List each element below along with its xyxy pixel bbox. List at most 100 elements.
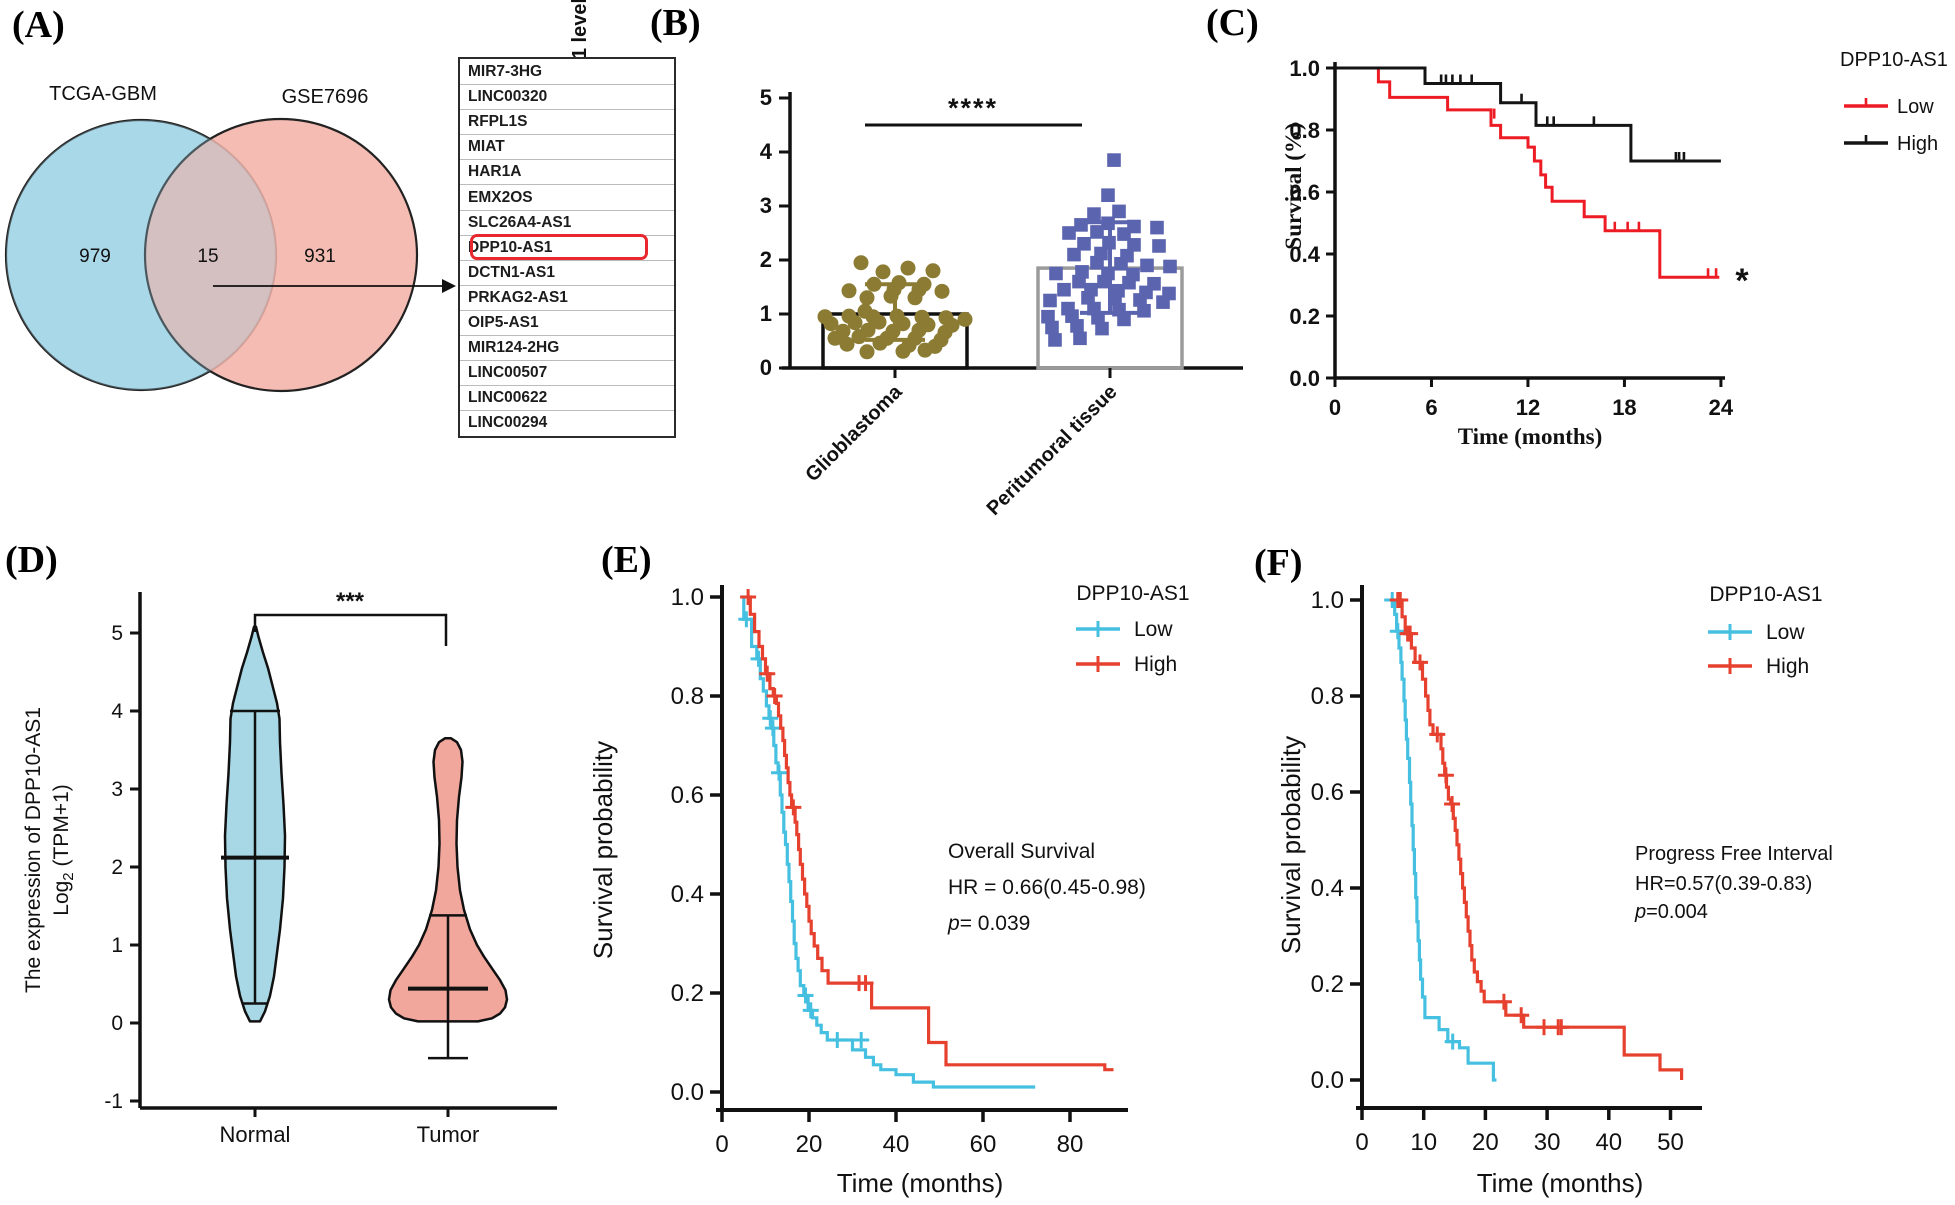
- panel-e-chart: 1.0 0.8 0.6 0.4 0.2 0.0 0 20 40 60 80 Time (months)…: [588, 582, 1190, 1198]
- km-curve-high: [746, 595, 1114, 1072]
- x-tick-label: 18: [1612, 395, 1636, 420]
- y-axis-title: Survival (%): [1281, 122, 1306, 249]
- x-tick-label: 30: [1534, 1129, 1561, 1156]
- gene-list-item: LINC00622: [460, 385, 674, 410]
- category-label: Tumor: [417, 1122, 480, 1147]
- y-tick-label: 1: [111, 934, 123, 957]
- rect-shape: [1127, 238, 1141, 252]
- violin-tumor: [387, 737, 509, 1023]
- y-tick-label: 2: [760, 247, 772, 272]
- rect-shape: [1150, 220, 1164, 235]
- y-tick-label: 0.2: [1311, 971, 1344, 998]
- panel-a-label: (A): [12, 4, 65, 46]
- circle-shape: [859, 290, 875, 306]
- venn-set2-label: GSE7696: [282, 86, 369, 108]
- x-tick-label: 40: [883, 1131, 910, 1158]
- annotation-line: HR=0.57(0.39-0.83): [1635, 873, 1812, 895]
- significance-bracket: [253, 613, 448, 646]
- circle-shape: [875, 264, 891, 280]
- legend-title: DPP10-AS1: [1709, 583, 1822, 606]
- category-label: Glioblastoma: [801, 380, 907, 486]
- y-tick-label: 0.8: [671, 683, 704, 710]
- y-tick-label: 0.8: [1289, 118, 1320, 143]
- panel-b-label: (B): [650, 2, 701, 44]
- legend-title: DPP10-AS1: [1840, 49, 1948, 71]
- rect-shape: [1075, 265, 1089, 279]
- venn-set1-label: TCGA-GBM: [49, 83, 157, 105]
- y-tick-label: 0.0: [1311, 1067, 1344, 1094]
- legend-label-low: Low: [1134, 618, 1173, 641]
- circle-shape: [857, 303, 873, 319]
- error-bar: [865, 282, 925, 342]
- x-tick-label: 20: [1472, 1129, 1499, 1156]
- legend-label-high: High: [1897, 133, 1938, 155]
- rect-shape: [1152, 239, 1166, 253]
- rect-shape: [1162, 286, 1176, 301]
- circle-shape: [957, 311, 973, 327]
- circle-shape: [853, 255, 869, 271]
- legend: DPP10-AS1 Low High: [1840, 49, 1948, 155]
- rect-shape: [1087, 207, 1101, 221]
- venn-set1-count: 979: [79, 246, 111, 267]
- x-axis-title: Time (months): [1477, 1168, 1644, 1198]
- y-tick-label: 0.6: [1311, 779, 1344, 806]
- y-tick-label: 2: [111, 856, 123, 879]
- rect-shape: [1061, 301, 1075, 316]
- censor-marks-low: [1492, 108, 1718, 279]
- x-tick-label: 0: [1329, 395, 1341, 420]
- significance-stars: ***: [336, 588, 365, 615]
- x-axis-title: Time (months): [837, 1168, 1004, 1198]
- venn-arrowhead: [442, 279, 456, 293]
- rect-shape: [1094, 246, 1108, 261]
- rect-shape: [1107, 153, 1121, 167]
- km-curve-low: [1335, 66, 1720, 279]
- gene-list-item: EMX2OS: [460, 184, 674, 209]
- km-curve-high: [1335, 66, 1721, 163]
- rect-shape: [1074, 218, 1088, 232]
- rect-shape: [1043, 293, 1057, 308]
- gene-list-item: SLC26A4-AS1: [460, 209, 674, 235]
- annotation-line: HR = 0.66(0.45-0.98): [948, 876, 1146, 899]
- rect-shape: [1057, 282, 1071, 297]
- gene-list-item: DCTN1-AS1: [460, 259, 674, 285]
- circle-shape: [925, 263, 941, 279]
- rect-shape: [1084, 282, 1098, 297]
- rect-shape: [1120, 248, 1134, 263]
- x-axis-title: Time (months): [1458, 424, 1603, 449]
- x-tick-label: 12: [1516, 395, 1540, 420]
- circle-shape: [6, 120, 276, 390]
- y-tick-label: 0.0: [1289, 366, 1320, 391]
- gene-list-item: LINC00507: [460, 360, 674, 385]
- censor-marks-high: [1389, 592, 1570, 1036]
- panel-f-chart: 1.0 0.8 0.6 0.4 0.2 0.0 0 10 20 30 40 50 Time (month…: [1276, 583, 1833, 1198]
- y-tick-label: -1: [104, 1090, 123, 1113]
- rect-shape: [1041, 309, 1055, 324]
- y-tick-label: 1: [760, 301, 772, 326]
- x-tick-label: 0: [1355, 1129, 1368, 1156]
- y-tick-label: 0.2: [1289, 304, 1320, 329]
- y-tick-label: 0: [111, 1012, 123, 1035]
- annotation: Progress Free Interval HR=0.57(0.39-0.83)…: [1634, 843, 1833, 923]
- y-tick-label: 4: [760, 139, 773, 164]
- panel-d-chart: -1 0 1 2 3 4 5 The expression of DPP10-AS1 Log2 …: [22, 588, 557, 1147]
- panel-c-chart: 1.0 0.8 0.6 0.4 0.2 0.0 0 6 12 18 24 Time (months) S…: [1281, 49, 1948, 449]
- x-tick-label: 0: [715, 1131, 728, 1158]
- panel-e-label: (E): [601, 539, 652, 581]
- gene-list-box: MIR7-3HG LINC00320 RFPL1S MIAT HAR1A EMX2OS SL…: [458, 57, 676, 438]
- gene-list-item: MIR7-3HG: [468, 62, 543, 80]
- annotation-line: Overall Survival: [948, 840, 1095, 863]
- rect-shape: [1045, 320, 1059, 335]
- y-tick-label: 4: [111, 700, 123, 723]
- x-tick-label: 6: [1425, 395, 1437, 420]
- x-tick-label: 10: [1410, 1129, 1437, 1156]
- panel-f-label: (F): [1254, 542, 1303, 584]
- y-tick-label: 5: [760, 85, 772, 110]
- rect-shape: [1049, 266, 1063, 281]
- gene-list-item: DPP10-AS1: [460, 234, 674, 260]
- panel-c-label: (C): [1206, 2, 1259, 44]
- scatter-points: [1041, 153, 1177, 347]
- x-tick-label: 50: [1657, 1129, 1684, 1156]
- y-axis-title: Survival probability: [588, 741, 618, 959]
- panel-d-label: (D): [5, 539, 58, 581]
